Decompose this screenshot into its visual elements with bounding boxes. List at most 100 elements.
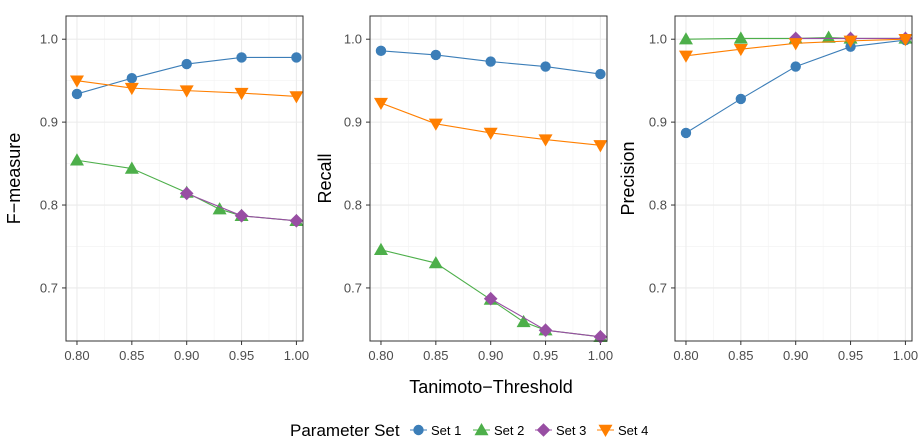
- y-axis-label-recall: Recall: [315, 153, 335, 203]
- legend-item-set-2: Set 2: [473, 423, 524, 437]
- data-point-set-3: [179, 186, 194, 201]
- chart-panels: 0.80 0.85 0.90 0.95 1.00 0.7 0.8 0.9 1.0 F−measur…: [4, 15, 918, 363]
- y-tick-label: 0.7: [40, 280, 58, 295]
- y-tick-label: 0.7: [649, 280, 667, 295]
- x-axis-label: Tanimoto−Threshold: [409, 377, 573, 397]
- y-tick-label: 0.8: [40, 198, 58, 213]
- data-point-set-3: [234, 209, 249, 223]
- data-point-set-1: [790, 61, 801, 72]
- x-tick-label: 0.90: [783, 348, 808, 363]
- x-tick-label: 1.00: [588, 348, 613, 363]
- series-set-1: [71, 52, 302, 100]
- data-point-set-4: [234, 87, 249, 101]
- x-tick-label: 0.90: [174, 348, 199, 363]
- data-point-set-4: [124, 82, 139, 96]
- legend-item-set-3: Set 3: [535, 423, 586, 437]
- data-point-set-4: [898, 34, 913, 47]
- series-set-1: [375, 45, 606, 80]
- data-point-set-1: [735, 93, 747, 105]
- x-tick-label: 0.95: [229, 348, 254, 363]
- x-tick-label: 1.00: [284, 348, 309, 363]
- data-point-set-2: [124, 161, 139, 174]
- x-tick-label: 0.80: [368, 348, 393, 363]
- data-point-set-1: [236, 52, 247, 63]
- panel-f-measure: 0.80 0.85 0.90 0.95 1.00 0.7 0.8 0.9 1.0 F−measur…: [4, 15, 309, 363]
- data-point-set-2: [69, 153, 84, 166]
- data-point-set-4: [428, 118, 443, 131]
- legend-key-marker: [474, 423, 489, 436]
- legend-key-marker: [536, 423, 551, 437]
- y-tick-label: 0.8: [649, 198, 667, 213]
- y-axis-label-precision: Precision: [618, 141, 638, 215]
- data-point-set-3: [538, 323, 553, 338]
- y-tick-label: 0.9: [40, 115, 58, 130]
- legend-label: Set 4: [618, 423, 648, 437]
- panel-background: [370, 16, 607, 341]
- data-point-set-1: [181, 58, 192, 70]
- x-tick-label: 0.85: [423, 348, 448, 363]
- series-set-4: [373, 97, 608, 153]
- x-tick-label: 0.85: [728, 348, 753, 363]
- x-tick-label: 0.95: [533, 348, 558, 363]
- y-tick-label: 0.9: [344, 115, 362, 130]
- data-point-set-1: [485, 56, 496, 67]
- panel-border: [674, 15, 913, 342]
- x-tick-label: 0.95: [838, 348, 863, 363]
- data-point-set-1: [71, 88, 83, 100]
- x-tick-label: 0.80: [673, 348, 698, 363]
- y-tick-label: 1.0: [649, 32, 667, 47]
- data-point-set-4: [593, 140, 608, 153]
- data-point-set-4: [179, 85, 194, 98]
- data-point-set-1: [291, 52, 302, 63]
- panel-precision: 0.80 0.85 0.90 0.95 1.00 0.7 0.8 0.9 1.0 Precisio…: [618, 15, 918, 363]
- legend-title: Parameter Set: [290, 421, 400, 437]
- panel-background: [66, 16, 303, 341]
- series-set-3: [483, 291, 608, 344]
- data-point-set-1: [540, 61, 551, 72]
- x-tick-label: 0.80: [64, 348, 89, 363]
- data-point-set-1: [126, 72, 138, 84]
- panel-border: [65, 15, 304, 342]
- legend-item-set-1: Set 1: [410, 423, 461, 437]
- data-point-set-2: [733, 31, 748, 44]
- legend: Parameter Set Set 1 Set 2 Set 3 Set 4: [290, 421, 648, 437]
- data-point-set-3: [289, 213, 304, 228]
- data-point-set-4: [678, 50, 693, 63]
- x-tick-label: 0.90: [478, 348, 503, 363]
- data-point-set-1: [680, 127, 692, 139]
- y-tick-label: 0.7: [344, 280, 362, 295]
- legend-label: Set 1: [431, 423, 461, 437]
- data-point-set-4: [69, 75, 84, 88]
- y-tick-label: 0.8: [344, 198, 362, 213]
- data-point-set-4: [733, 43, 748, 57]
- legend-label: Set 2: [494, 423, 524, 437]
- data-point-set-2: [428, 256, 443, 269]
- panel-recall: 0.80 0.85 0.90 0.95 1.00 0.7 0.8 0.9 1.0 Recall: [315, 15, 613, 363]
- legend-key-marker: [598, 424, 613, 437]
- legend-label: Set 3: [556, 423, 586, 437]
- data-point-set-4: [289, 91, 304, 104]
- legend-item-set-4: Set 4: [597, 423, 648, 437]
- y-tick-label: 1.0: [344, 32, 362, 47]
- data-point-set-4: [538, 134, 553, 147]
- data-point-set-2: [373, 242, 388, 256]
- data-point-set-2: [212, 202, 227, 215]
- x-tick-label: 1.00: [893, 348, 918, 363]
- series-set-3: [179, 186, 304, 228]
- y-axis-label-f-measure: F−measure: [4, 133, 24, 225]
- data-point-set-1: [595, 68, 606, 80]
- data-point-set-4: [788, 38, 803, 51]
- data-point-set-4: [483, 127, 498, 140]
- y-tick-label: 1.0: [40, 32, 58, 47]
- data-point-set-2: [821, 30, 836, 43]
- data-point-set-1: [430, 49, 442, 61]
- data-point-set-3: [593, 330, 608, 344]
- data-point-set-4: [843, 35, 858, 48]
- y-tick-label: 0.9: [649, 115, 667, 130]
- series-set-4: [69, 75, 304, 104]
- legend-key-marker: [413, 424, 424, 436]
- series-set-1: [680, 34, 911, 139]
- data-point-set-2: [516, 314, 531, 328]
- data-point-set-4: [373, 97, 388, 111]
